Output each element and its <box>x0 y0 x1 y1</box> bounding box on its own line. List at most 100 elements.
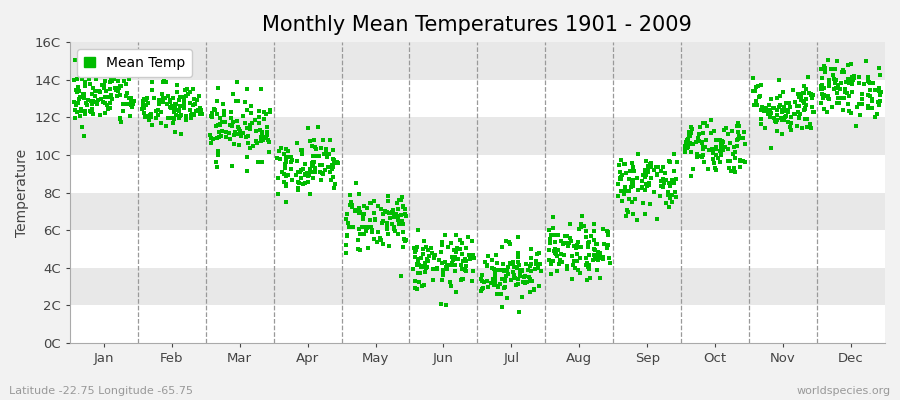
Point <box>511 281 526 288</box>
Point <box>625 160 639 166</box>
Point <box>478 258 492 265</box>
Point <box>100 106 114 113</box>
Point <box>168 128 183 135</box>
Point <box>243 122 257 128</box>
Point <box>488 274 502 280</box>
Point <box>203 139 218 146</box>
Point <box>386 210 400 216</box>
Point <box>851 74 866 80</box>
Point <box>435 276 449 283</box>
Point <box>260 132 274 139</box>
Point <box>753 106 768 113</box>
Point <box>79 100 94 106</box>
Point <box>512 309 526 316</box>
Point <box>546 258 561 264</box>
Point <box>428 255 442 261</box>
Point <box>637 167 652 173</box>
Point <box>497 285 511 291</box>
Point <box>357 231 372 237</box>
Point <box>139 102 153 108</box>
Point <box>244 110 258 116</box>
Point <box>435 260 449 266</box>
Point <box>602 260 616 266</box>
Point <box>232 126 247 132</box>
Point <box>360 205 374 211</box>
Point <box>805 90 819 97</box>
Point <box>391 217 405 224</box>
Point <box>706 150 721 157</box>
Point <box>501 264 516 270</box>
Point <box>448 267 463 274</box>
Point <box>171 108 185 115</box>
Point <box>488 279 502 286</box>
Point <box>561 243 575 250</box>
Point <box>122 76 136 82</box>
Point <box>518 273 532 279</box>
Point <box>384 209 399 215</box>
Point <box>797 90 812 96</box>
Point <box>601 232 616 238</box>
Point <box>718 144 733 150</box>
Point <box>410 262 424 268</box>
Point <box>413 270 428 276</box>
Point <box>115 60 130 66</box>
Point <box>210 98 224 105</box>
Point <box>70 109 85 115</box>
Point <box>435 241 449 248</box>
Point <box>343 202 357 208</box>
Point <box>203 112 218 119</box>
Point <box>248 117 263 124</box>
Point <box>817 92 832 98</box>
Point <box>751 83 765 89</box>
Point <box>709 152 724 158</box>
Point <box>230 124 245 131</box>
Point <box>553 257 567 264</box>
Point <box>778 112 793 119</box>
Point <box>247 143 261 150</box>
Point <box>408 284 422 291</box>
Point <box>78 110 93 117</box>
Point <box>562 235 577 242</box>
Point <box>410 261 424 268</box>
Point <box>315 162 329 168</box>
Point <box>284 154 298 160</box>
Point <box>296 166 310 173</box>
Point <box>192 93 206 100</box>
Point <box>588 228 602 234</box>
Point <box>580 239 595 246</box>
Point <box>814 100 828 106</box>
Point <box>291 187 305 194</box>
Point <box>233 128 248 134</box>
Point <box>236 113 250 120</box>
Point <box>351 237 365 244</box>
Point <box>294 175 309 181</box>
Point <box>662 159 677 166</box>
Point <box>363 217 377 223</box>
Point <box>424 244 438 251</box>
Point <box>531 265 545 272</box>
Point <box>162 96 176 103</box>
Point <box>184 115 199 121</box>
Point <box>680 145 695 152</box>
Bar <box>70 192 885 230</box>
Point <box>619 188 634 194</box>
Point <box>206 106 220 112</box>
Point <box>520 267 535 274</box>
Point <box>139 114 153 120</box>
Point <box>525 278 539 284</box>
Point <box>776 89 790 95</box>
Point <box>511 234 526 240</box>
Point <box>543 240 557 246</box>
Point <box>137 105 151 111</box>
Point <box>96 99 111 105</box>
Point <box>836 95 850 102</box>
Point <box>380 226 394 232</box>
Point <box>175 94 189 101</box>
Point <box>86 98 100 104</box>
Point <box>396 220 410 227</box>
Point <box>302 138 317 144</box>
Point <box>212 115 227 121</box>
Point <box>580 261 594 268</box>
Point <box>408 254 422 260</box>
Point <box>790 108 805 115</box>
